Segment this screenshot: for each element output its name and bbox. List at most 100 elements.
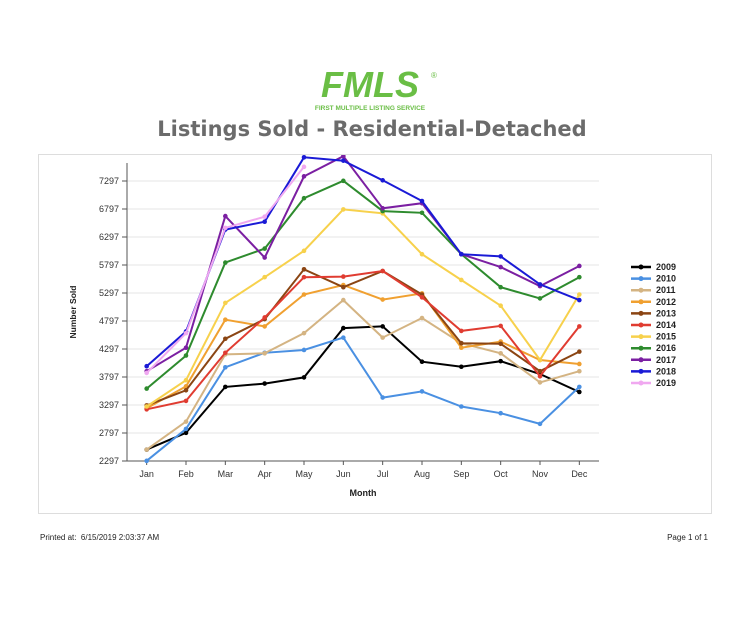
legend-marker-2014	[638, 322, 644, 328]
data-point-2017	[183, 345, 189, 351]
legend-label-2013: 2013	[656, 308, 676, 318]
data-point-2015	[419, 251, 425, 257]
legend-marker-2018	[638, 368, 644, 374]
data-point-2013	[498, 341, 503, 347]
data-point-2014	[419, 295, 425, 300]
x-tick-label: Mar	[218, 469, 234, 479]
fmls-logo: FMLS ® FIRST MULTIPLE LISTING SERVICE	[315, 66, 437, 112]
data-point-2013	[301, 267, 307, 272]
legend-marker-2010	[638, 276, 644, 282]
data-point-2014	[223, 350, 228, 356]
data-point-2015	[262, 274, 267, 280]
data-point-2011	[144, 447, 149, 452]
y-tick-label: 4797	[99, 316, 119, 326]
data-point-2018	[144, 363, 149, 369]
legend-label-2016: 2016	[656, 343, 676, 353]
x-tick-label: Oct	[494, 469, 509, 479]
data-point-2011	[301, 330, 307, 336]
data-point-2010	[577, 384, 582, 390]
legend-marker-2016	[638, 345, 644, 351]
data-point-2009	[577, 389, 582, 395]
legend-label-2011: 2011	[656, 285, 676, 295]
data-point-2014	[459, 328, 464, 334]
data-point-2012	[301, 292, 307, 297]
legend-label-2015: 2015	[656, 332, 676, 342]
series-line-2010	[146, 336, 580, 462]
data-point-2011	[262, 351, 267, 356]
legend-label-2017: 2017	[656, 355, 676, 365]
data-point-2018	[459, 251, 464, 257]
data-point-2014	[301, 274, 307, 280]
x-tick-label: Jul	[377, 469, 389, 479]
series-line-2019	[145, 166, 305, 374]
series-line-2009	[146, 325, 580, 451]
data-point-2011	[341, 297, 346, 303]
data-point-2016	[301, 195, 307, 201]
data-point-2011	[419, 315, 425, 321]
data-point-2009	[301, 375, 307, 380]
series-line-2016	[146, 179, 580, 390]
data-point-2017	[498, 264, 503, 270]
data-point-2010	[537, 421, 543, 427]
data-point-2018	[577, 297, 582, 303]
legend-label-2010: 2010	[656, 274, 676, 284]
data-point-2012	[262, 324, 267, 329]
series-line-2011	[146, 298, 580, 451]
data-point-2019	[183, 330, 189, 336]
y-tick-label: 2797	[99, 428, 119, 438]
data-point-2009	[380, 324, 385, 329]
data-point-2015	[223, 300, 228, 306]
data-point-2016	[577, 274, 582, 280]
legend-label-2018: 2018	[656, 366, 676, 376]
data-point-2012	[223, 317, 228, 323]
data-point-2010	[498, 410, 503, 416]
data-point-2018	[301, 155, 307, 160]
legend-label-2014: 2014	[656, 320, 676, 330]
data-point-2013	[577, 349, 582, 354]
x-tick-label: Jan	[139, 469, 154, 479]
data-point-2019	[223, 225, 228, 231]
data-point-2013	[459, 340, 464, 346]
data-point-2010	[223, 365, 228, 370]
data-point-2017	[223, 213, 228, 219]
x-tick-label: May	[295, 469, 313, 479]
data-point-2011	[380, 335, 385, 340]
data-point-2014	[262, 315, 267, 320]
data-point-2016	[223, 260, 228, 265]
data-point-2014	[380, 268, 385, 274]
data-point-2016	[144, 386, 149, 391]
series-line-2017	[146, 155, 580, 373]
x-tick-label: Sep	[453, 469, 469, 479]
data-point-2011	[537, 380, 543, 385]
data-point-2015	[459, 277, 464, 283]
data-point-2015	[183, 377, 189, 383]
y-tick-label: 2297	[99, 456, 119, 466]
series-line-2012	[146, 283, 580, 410]
page-title: Listings Sold - Residential-Detached	[157, 117, 587, 141]
data-point-2013	[223, 336, 228, 342]
data-point-2015	[537, 357, 543, 363]
data-point-2018	[341, 158, 346, 163]
data-point-2012	[380, 297, 385, 302]
chart-container: 2297 2797 3297 3797 4297 4797 5297 5797 6297 6797…	[38, 154, 712, 514]
data-point-2014	[577, 324, 582, 329]
x-tick-label: Apr	[258, 469, 272, 479]
data-point-2010	[419, 389, 425, 394]
legend-marker-2017	[638, 357, 644, 363]
data-point-2009	[498, 358, 503, 364]
legend-marker-2009	[638, 264, 644, 270]
data-point-2013	[183, 387, 189, 393]
y-tick-label: 5297	[99, 288, 119, 298]
data-point-2017	[577, 263, 582, 269]
legend-label-2009: 2009	[656, 262, 676, 272]
y-tick-label: 6297	[99, 232, 119, 242]
data-point-2015	[498, 303, 503, 309]
printed-at: Printed at: 6/15/2019 2:03:37 AM	[40, 533, 159, 542]
data-point-2009	[419, 359, 425, 365]
data-point-2016	[419, 210, 425, 216]
data-point-2019	[301, 164, 307, 170]
legend-marker-2015	[638, 334, 644, 340]
x-tick-label: Feb	[178, 469, 194, 479]
x-tick-label: Aug	[414, 469, 430, 479]
y-tick-label: 5797	[99, 260, 119, 270]
